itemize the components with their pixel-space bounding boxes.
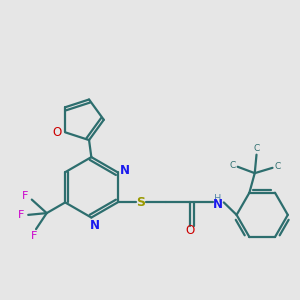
Text: F: F	[18, 210, 24, 220]
Text: S: S	[136, 196, 145, 209]
Text: N: N	[120, 164, 130, 177]
Text: C: C	[230, 161, 236, 170]
Text: O: O	[186, 224, 195, 237]
Text: N: N	[213, 198, 223, 211]
Text: C: C	[275, 161, 281, 170]
Text: C: C	[254, 145, 260, 154]
Text: F: F	[22, 191, 28, 201]
Text: O: O	[53, 126, 62, 139]
Text: F: F	[31, 231, 38, 241]
Text: N: N	[90, 219, 100, 232]
Text: H: H	[214, 194, 222, 204]
